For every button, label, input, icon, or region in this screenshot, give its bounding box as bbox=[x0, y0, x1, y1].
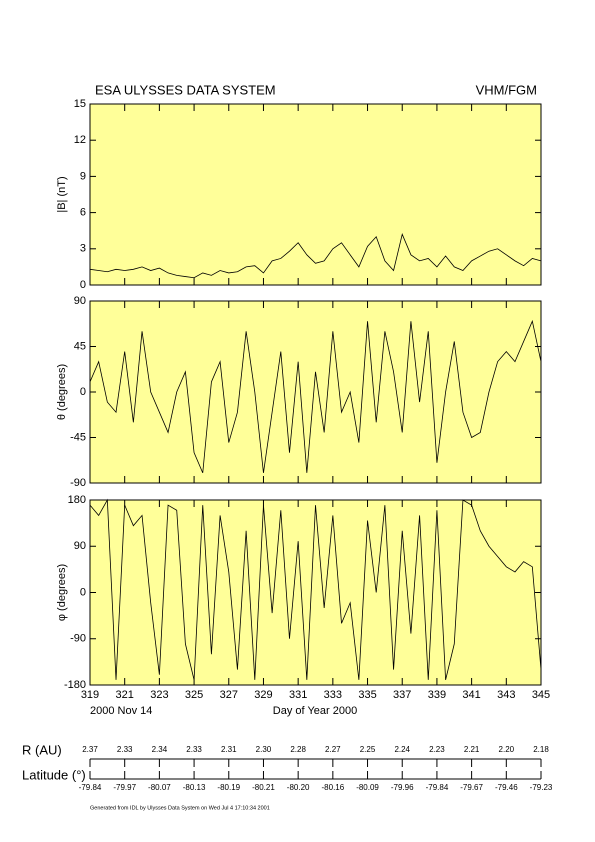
x-tick-label: 335 bbox=[358, 689, 376, 701]
x-tick-label: 337 bbox=[393, 689, 411, 701]
lat-value: -79.23 bbox=[530, 783, 553, 792]
x-tick-label: 343 bbox=[497, 689, 515, 701]
r-value: 2.28 bbox=[290, 745, 306, 754]
x-axis-label: Day of Year 2000 bbox=[273, 705, 357, 717]
panel-frame bbox=[89, 499, 542, 686]
lat-value: -80.09 bbox=[356, 783, 379, 792]
lat-value: -80.20 bbox=[287, 783, 310, 792]
data-line bbox=[89, 498, 542, 680]
y-axis-label: φ (degrees) bbox=[56, 564, 68, 621]
x-tick-label: 323 bbox=[150, 689, 168, 701]
r-value: 2.20 bbox=[499, 745, 515, 754]
y-tick-label: -90 bbox=[70, 633, 86, 645]
r-value: 2.24 bbox=[394, 745, 410, 754]
lat-value: -80.16 bbox=[322, 783, 345, 792]
r-value: 2.23 bbox=[429, 745, 445, 754]
y-tick-label: 90 bbox=[74, 540, 86, 552]
panel-background bbox=[90, 301, 541, 483]
r-value: 2.31 bbox=[221, 745, 237, 754]
panel-frame bbox=[89, 300, 542, 484]
y-tick-label: 45 bbox=[74, 340, 86, 352]
x-tick-label: 333 bbox=[324, 689, 342, 701]
y-tick-label: 0 bbox=[80, 586, 86, 598]
panel-background bbox=[90, 104, 541, 285]
date-label: 2000 Nov 14 bbox=[90, 705, 152, 717]
y-axis-label: θ (degrees) bbox=[56, 364, 68, 420]
y-tick-label: 180 bbox=[68, 494, 86, 506]
y-tick-label: 90 bbox=[74, 295, 86, 307]
y-tick-label: 15 bbox=[74, 98, 86, 110]
lat-value: -80.07 bbox=[148, 783, 171, 792]
instrument: VHM/FGM bbox=[476, 82, 537, 97]
r-value: 2.21 bbox=[464, 745, 480, 754]
lat-value: -79.84 bbox=[79, 783, 102, 792]
y-tick-label: -45 bbox=[70, 431, 86, 443]
x-tick-label: 329 bbox=[254, 689, 272, 701]
r-label: R (AU) bbox=[22, 742, 62, 757]
y-tick-label: 12 bbox=[74, 134, 86, 146]
x-tick-label: 321 bbox=[116, 689, 134, 701]
footer: Generated from IDL by Ulysses Data Syste… bbox=[90, 805, 270, 811]
y-tick-label: 0 bbox=[80, 279, 86, 291]
x-tick-label: 319 bbox=[81, 689, 99, 701]
x-tick-label: 325 bbox=[185, 689, 203, 701]
r-value: 2.25 bbox=[360, 745, 376, 754]
lat-value: -79.67 bbox=[460, 783, 483, 792]
y-tick-label: 0 bbox=[80, 386, 86, 398]
r-value: 2.33 bbox=[117, 745, 133, 754]
data-line bbox=[89, 319, 542, 474]
r-value: 2.37 bbox=[82, 745, 98, 754]
lat-value: -79.96 bbox=[391, 783, 414, 792]
lat-value: -79.46 bbox=[495, 783, 518, 792]
y-tick-label: 9 bbox=[80, 170, 86, 182]
lat-value: -80.13 bbox=[183, 783, 206, 792]
lat-value: -80.19 bbox=[217, 783, 240, 792]
y-tick-label: 3 bbox=[80, 243, 86, 255]
x-tick-label: 345 bbox=[532, 689, 550, 701]
data-line bbox=[89, 233, 542, 279]
panel-background bbox=[90, 500, 541, 685]
page-title: ESA ULYSSES DATA SYSTEM bbox=[95, 82, 276, 97]
y-tick-label: 6 bbox=[80, 207, 86, 219]
r-value: 2.30 bbox=[256, 745, 272, 754]
x-tick-label: 341 bbox=[462, 689, 480, 701]
y-tick-label: -90 bbox=[70, 477, 86, 489]
x-tick-label: 331 bbox=[289, 689, 307, 701]
x-tick-label: 339 bbox=[428, 689, 446, 701]
x-tick-label: 327 bbox=[220, 689, 238, 701]
r-value: 2.27 bbox=[325, 745, 341, 754]
panel-frame bbox=[89, 103, 542, 286]
lat-value: -79.97 bbox=[113, 783, 136, 792]
y-axis-label: |B| (nT) bbox=[56, 176, 68, 212]
lat-value: -79.84 bbox=[426, 783, 449, 792]
lat-label: Latitude (°) bbox=[22, 767, 86, 782]
r-value: 2.34 bbox=[152, 745, 168, 754]
lat-value: -80.21 bbox=[252, 783, 275, 792]
r-value: 2.33 bbox=[186, 745, 202, 754]
r-value: 2.18 bbox=[533, 745, 549, 754]
y-tick-label: -180 bbox=[64, 679, 86, 691]
